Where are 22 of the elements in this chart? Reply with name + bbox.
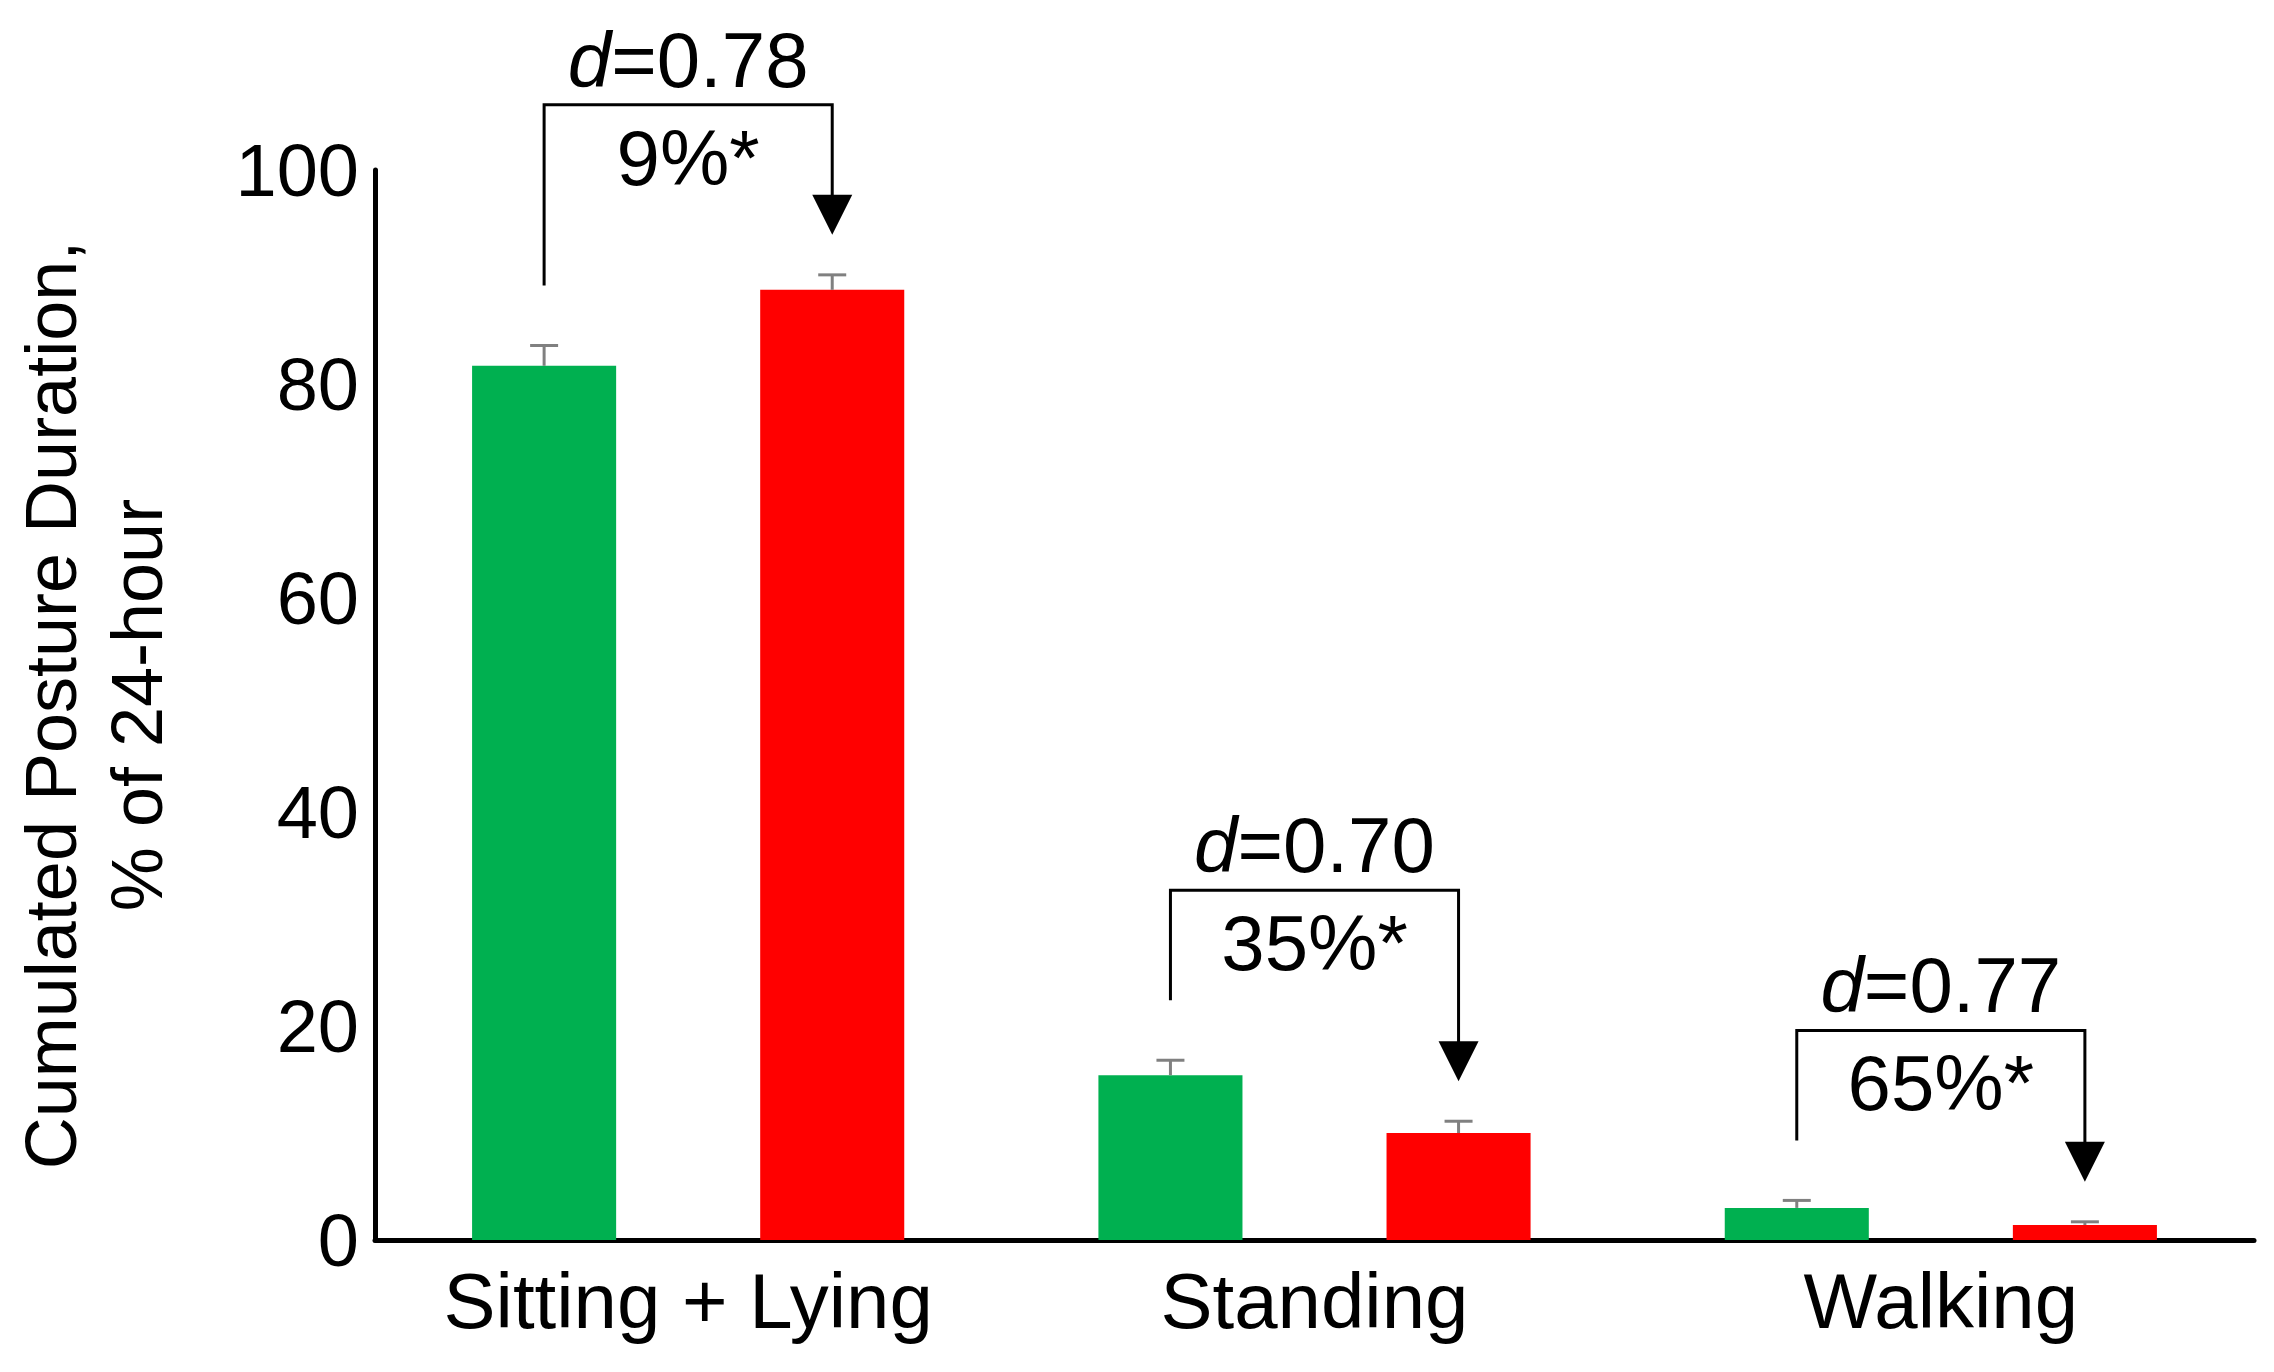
text: d=0.78 [567,15,809,104]
x-tick-label: Standing [1160,1257,1469,1345]
bar [760,289,905,1240]
y-tick-label: 100 [235,128,359,212]
x-tick-label: Walking [1803,1257,2079,1345]
annotation: d=0.77 [1820,941,2062,1030]
y-tick-label: 0 [317,1198,359,1282]
y-tick-label: 60 [276,556,359,640]
y-tick-label: 80 [276,342,359,426]
annotation: 9%* [616,113,760,202]
bar [1724,1207,1869,1240]
annotation: 35%* [1221,899,1408,988]
annotation: d=0.70 [1194,801,1435,890]
bar [1098,1075,1243,1240]
x-tick-label: Sitting + Lying [443,1257,933,1345]
y-axis-title: Cumulated Posture Duration, % of 24-hour [11,240,177,1170]
bar [472,365,617,1240]
annotation: 65%* [1847,1039,2035,1128]
y-tick-label: 40 [276,770,359,854]
bar [2012,1225,2157,1240]
bar [1386,1133,1531,1240]
y-tick-label: 20 [276,984,359,1068]
